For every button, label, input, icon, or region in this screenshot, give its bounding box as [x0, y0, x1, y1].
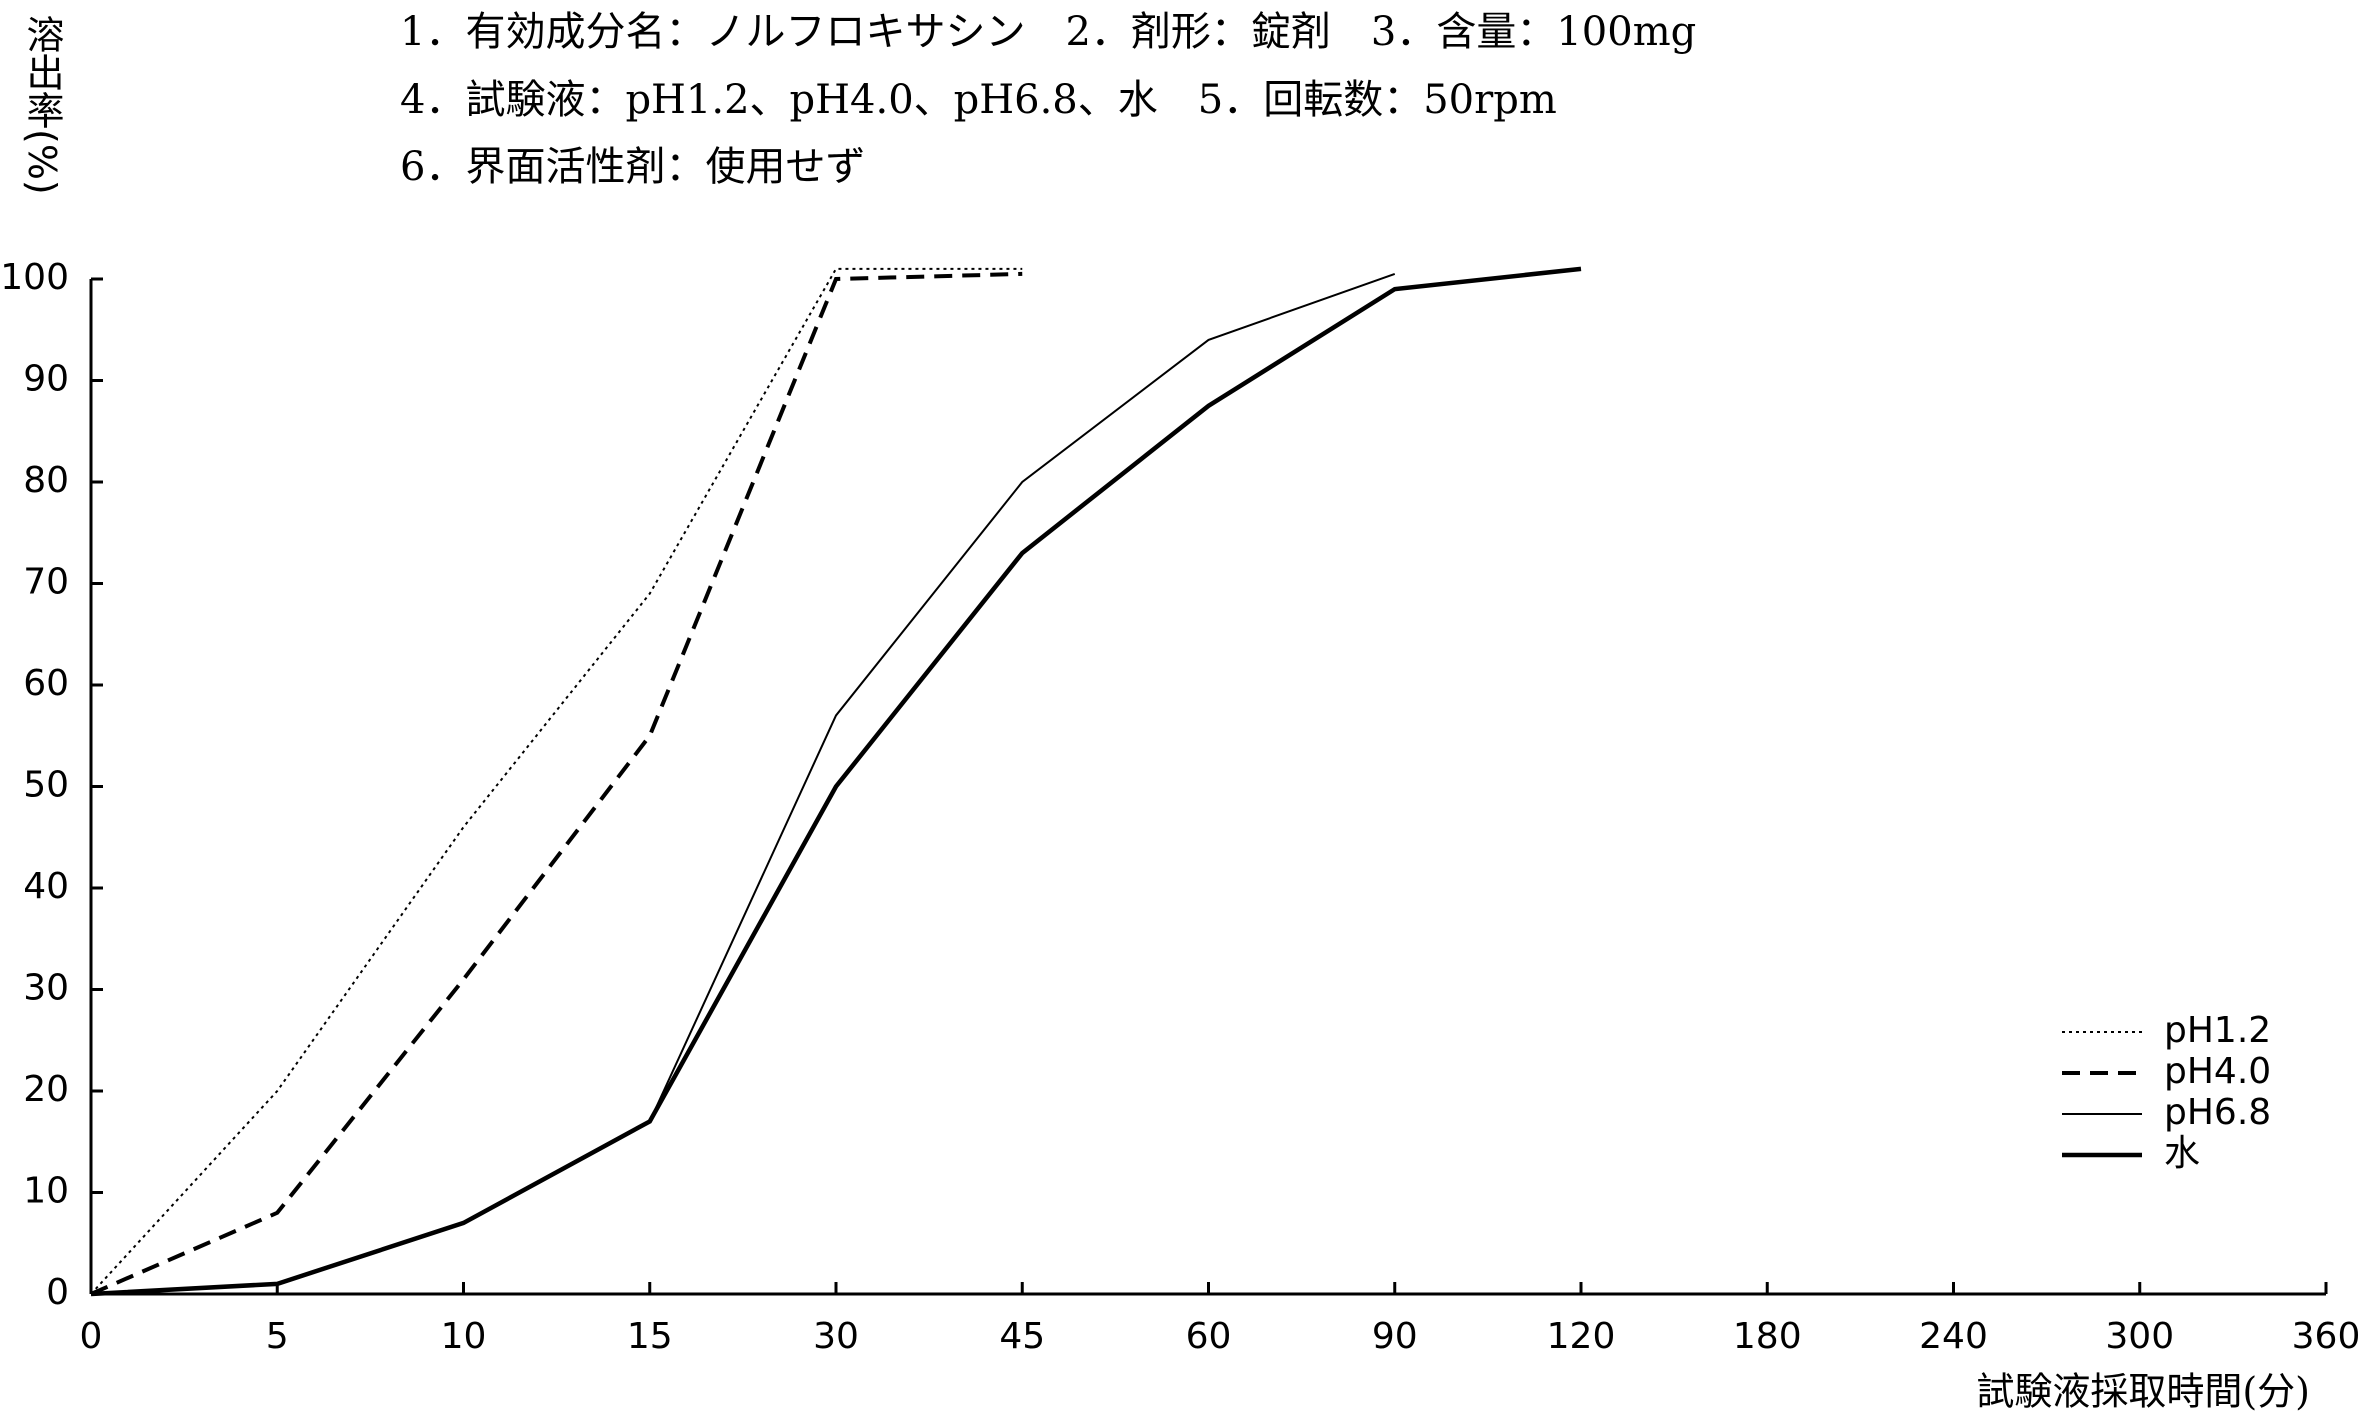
legend-label: pH6.8 — [2164, 1092, 2271, 1133]
x-tick-label: 60 — [1186, 1316, 1232, 1357]
x-tick-label: 10 — [441, 1316, 487, 1357]
y-tick-label: 10 — [23, 1171, 69, 1212]
y-tick-label: 90 — [23, 359, 69, 400]
legend-label: pH4.0 — [2164, 1051, 2271, 1092]
y-tick-label: 70 — [23, 562, 69, 603]
x-tick-label: 360 — [2292, 1316, 2361, 1357]
x-tick-label: 0 — [80, 1316, 103, 1357]
x-tick-label: 5 — [266, 1316, 289, 1357]
x-tick-label: 30 — [813, 1316, 859, 1357]
x-tick-label: 240 — [1919, 1316, 1988, 1357]
y-axis-label: 溶出率(%) — [20, 15, 64, 195]
x-tick-label: 180 — [1733, 1316, 1802, 1357]
series-line — [90, 267, 1023, 1295]
y-tick-label: 0 — [46, 1272, 69, 1313]
series-line — [90, 272, 1396, 1295]
y-tick-label: 80 — [23, 460, 69, 501]
x-tick-label: 300 — [2105, 1316, 2174, 1357]
y-tick-label: 40 — [23, 866, 69, 907]
series-line — [90, 266, 1582, 1297]
x-tick-label: 120 — [1547, 1316, 1616, 1357]
x-tick-label: 15 — [627, 1316, 673, 1357]
y-tick-label: 60 — [23, 663, 69, 704]
y-tick-label: 30 — [23, 968, 69, 1009]
header-line: 4．試験液：pH1.2、pH4.0、pH6.8、水 5．回転数：50rpm — [400, 77, 1557, 123]
x-tick-label: 90 — [1372, 1316, 1418, 1357]
legend-label: 水 — [2164, 1133, 2200, 1174]
y-tick-label: 20 — [23, 1069, 69, 1110]
legend-label: pH1.2 — [2164, 1010, 2271, 1051]
series-line — [90, 271, 1023, 1296]
header-line: 1．有効成分名：ノルフロキサシン 2．剤形：錠剤 3．含量：100mg — [400, 9, 1696, 55]
y-tick-label: 100 — [0, 257, 69, 298]
header-line: 6．界面活性剤：使用せず — [400, 144, 865, 190]
x-tick-label: 45 — [999, 1316, 1045, 1357]
y-tick-label: 50 — [23, 765, 69, 806]
x-axis-label: 試験液採取時間(分) — [1976, 1370, 2310, 1414]
